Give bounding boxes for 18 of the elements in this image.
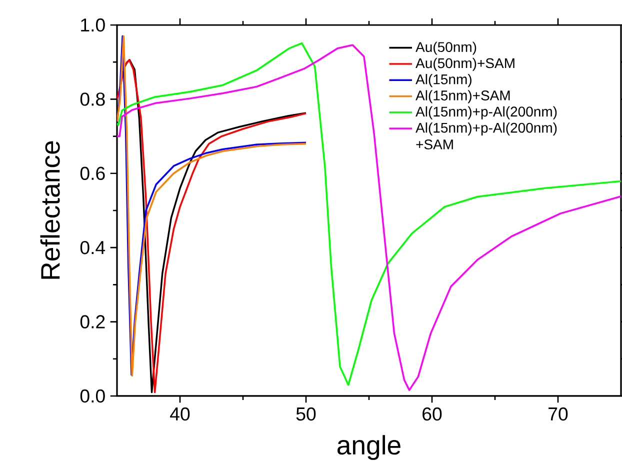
y-tick-label: 1.0 [81, 18, 105, 32]
legend-label: Al(15nm)+SAM [416, 90, 510, 104]
y-tick-label: 0.4 [80, 240, 106, 254]
x-tick-label: 70 [548, 407, 568, 421]
y-tick-label: 0.6 [80, 166, 105, 180]
x-axis-title: angle [338, 435, 400, 460]
x-tick-label: 50 [296, 407, 316, 421]
x-tick-label: 40 [170, 407, 190, 421]
y-tick-label: 0.2 [80, 315, 105, 328]
legend-label: Al(15nm)+p-Al(200nm) +SAM [416, 122, 557, 150]
legend-label: Au(50nm) [416, 42, 476, 55]
legend-label: Al(15nm) [416, 74, 472, 88]
legend-label: Au(50nm)+SAM [416, 58, 514, 71]
legend-label: Al(15nm)+p-Al(200nm) [416, 106, 557, 120]
y-tick-label: 0.8 [80, 92, 105, 106]
y-tick-label: 0.0 [80, 389, 105, 403]
x-tick-label: 60 [422, 407, 442, 421]
y-axis-title: Reflectance [40, 141, 60, 279]
